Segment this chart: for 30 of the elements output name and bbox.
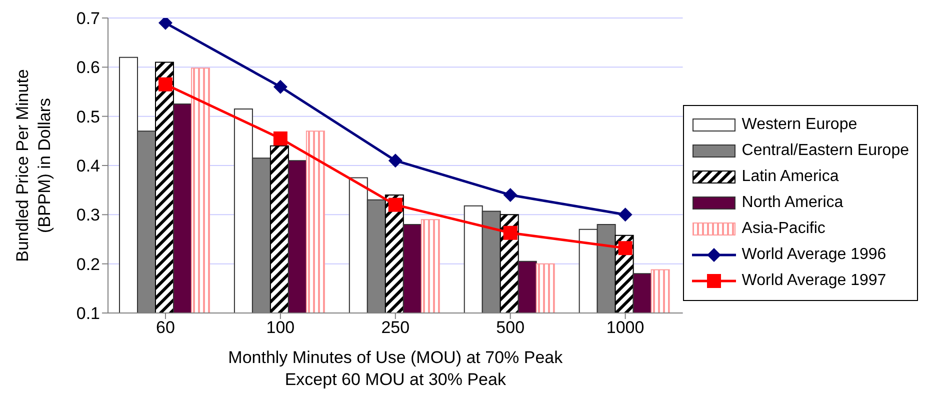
x-tick-label: 1000 bbox=[606, 318, 644, 338]
x-axis-title: Monthly Minutes of Use (MOU) at 70% Peak Except 60 MOU at 30% Peak bbox=[228, 348, 564, 389]
y-tick-label: 0.4 bbox=[76, 156, 100, 176]
point bbox=[273, 131, 288, 146]
y-tick-label: 0.5 bbox=[76, 107, 100, 126]
y-tick-label: 0.1 bbox=[76, 304, 100, 324]
legend-label: Latin America bbox=[742, 167, 839, 187]
legend-label: Central/Eastern Europe bbox=[742, 141, 909, 161]
x-tick-label: 100 bbox=[266, 318, 295, 338]
legend-label: Asia-Pacific bbox=[742, 219, 826, 239]
legend-label: World Average 1996 bbox=[742, 245, 886, 265]
y-axis-title: Bundled Price Per Minute (BPPM) in Dollars bbox=[13, 69, 54, 262]
point bbox=[618, 208, 632, 222]
x-tick-label: 500 bbox=[496, 318, 525, 338]
x-tick-label: 60 bbox=[156, 318, 175, 338]
point bbox=[158, 77, 172, 92]
x-tick-label: 250 bbox=[381, 318, 410, 338]
point bbox=[503, 188, 518, 202]
y-tick-label: 0.2 bbox=[76, 254, 100, 274]
y-tick-label: 0.3 bbox=[76, 206, 100, 225]
legend-label: World Average 1997 bbox=[742, 271, 886, 291]
point bbox=[388, 154, 402, 168]
point bbox=[273, 80, 288, 94]
point bbox=[388, 198, 402, 212]
legend-label: Western Europe bbox=[742, 115, 858, 135]
legend-label: North America bbox=[742, 193, 844, 213]
y-tick-label: 0.6 bbox=[76, 58, 100, 78]
y-tick-label: 0.7 bbox=[76, 9, 100, 28]
point bbox=[503, 226, 518, 240]
point bbox=[618, 241, 632, 256]
